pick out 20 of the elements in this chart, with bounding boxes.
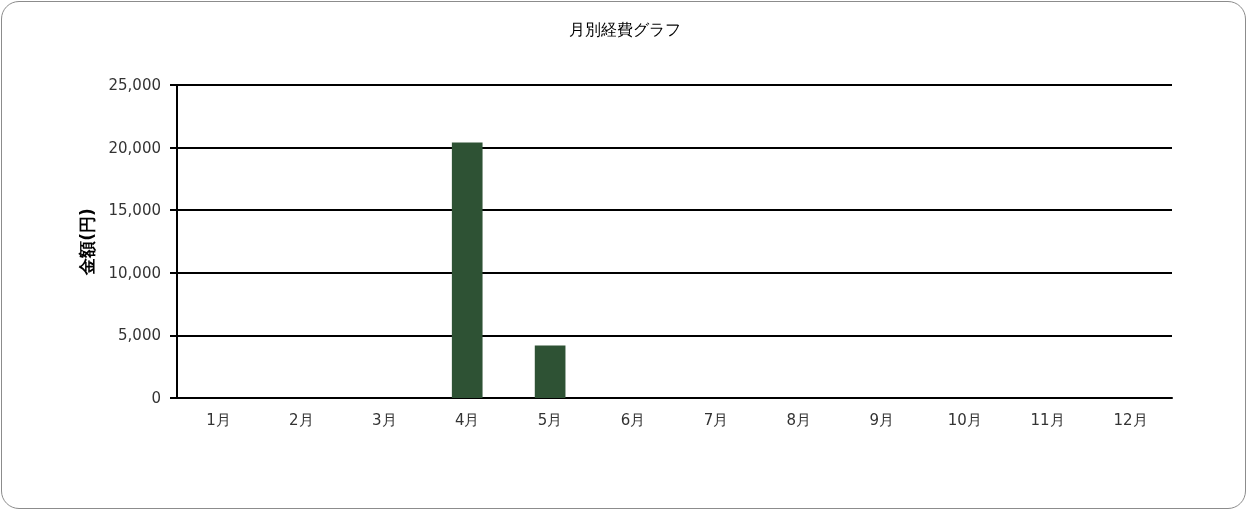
y-tick-label: 0	[151, 389, 161, 407]
y-tick-label: 15,000	[108, 201, 161, 220]
y-tick-label: 25,000	[108, 76, 161, 94]
x-tick-label: 2月	[289, 410, 314, 429]
x-tick-label: 5月	[537, 410, 563, 429]
x-tick-label: 4月	[454, 410, 480, 429]
chart-title: 月別経費グラフ	[568, 19, 681, 39]
y-tick-label: 20,000	[108, 138, 161, 157]
x-tick-label: 12月	[1113, 410, 1148, 429]
y-tick-label: 5,000	[118, 326, 161, 345]
y-tick-label: 10,000	[108, 263, 161, 282]
x-tick-label: 1月	[206, 410, 231, 429]
x-tick-label: 6月	[620, 410, 646, 429]
y-axis-title: 金額(円)	[76, 208, 97, 276]
x-tick-label: 8月	[786, 410, 812, 429]
x-tick-label: 10月	[947, 410, 982, 429]
x-tick-label: 9月	[869, 410, 895, 429]
x-tick-label: 11月	[1030, 410, 1065, 429]
x-tick-label: 7月	[703, 410, 729, 429]
x-tick-label: 3月	[372, 410, 397, 429]
